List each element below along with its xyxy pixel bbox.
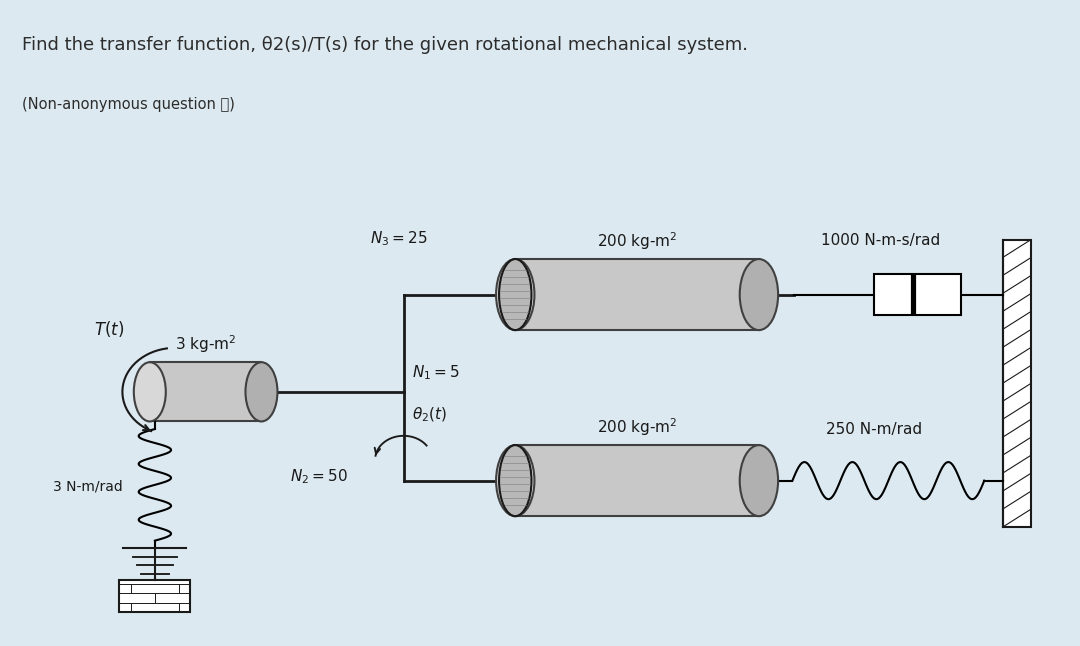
Text: 250 N-m/rad: 250 N-m/rad <box>825 422 921 437</box>
Text: 3 N-m/rad: 3 N-m/rad <box>53 480 122 494</box>
Text: $N_2 = 50$: $N_2 = 50$ <box>291 467 348 486</box>
Text: $T(t)$: $T(t)$ <box>94 319 124 339</box>
Ellipse shape <box>499 259 531 330</box>
Bar <box>120 579 190 612</box>
Text: 200 kg-m$^2$: 200 kg-m$^2$ <box>597 231 677 253</box>
Ellipse shape <box>740 259 778 330</box>
Text: Find the transfer function, θ2(s)/T(s) for the given rotational mechanical syste: Find the transfer function, θ2(s)/T(s) f… <box>22 36 747 54</box>
Text: $\theta_2(t)$: $\theta_2(t)$ <box>411 406 447 424</box>
Bar <box>515 445 759 516</box>
Bar <box>150 362 261 421</box>
Text: 1000 N-m-s/rad: 1000 N-m-s/rad <box>821 233 941 248</box>
Ellipse shape <box>499 445 531 516</box>
Text: (Non-anonymous question ⓘ): (Non-anonymous question ⓘ) <box>22 97 234 112</box>
Ellipse shape <box>245 362 278 421</box>
Text: $N_3 = 25$: $N_3 = 25$ <box>369 229 428 248</box>
Text: 3 kg-m$^2$: 3 kg-m$^2$ <box>175 334 237 355</box>
Text: $N_1 = 5$: $N_1 = 5$ <box>411 363 459 382</box>
Bar <box>515 259 759 330</box>
Ellipse shape <box>496 259 535 330</box>
Ellipse shape <box>740 445 778 516</box>
Ellipse shape <box>496 445 535 516</box>
Ellipse shape <box>134 362 166 421</box>
Bar <box>1002 240 1031 527</box>
Bar <box>874 275 961 315</box>
Text: 200 kg-m$^2$: 200 kg-m$^2$ <box>597 417 677 439</box>
